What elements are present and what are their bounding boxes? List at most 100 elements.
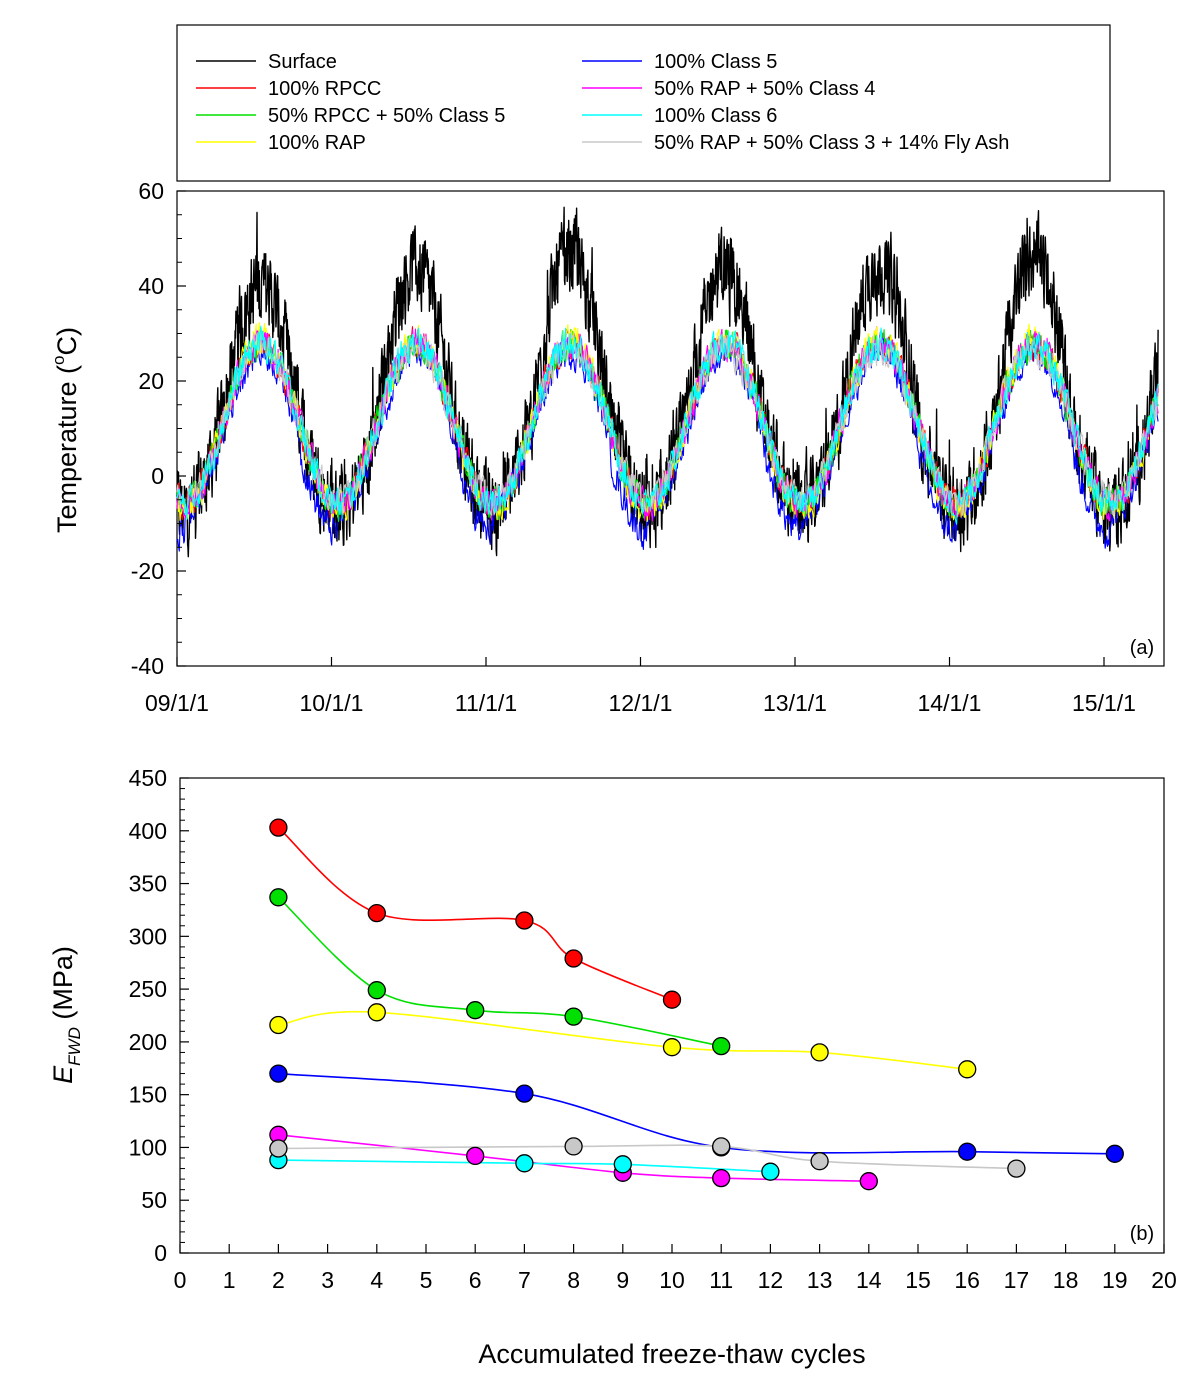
panel-b-xtick-label: 15 bbox=[905, 1267, 931, 1293]
legend-label-5: 50% RAP + 50% Class 4 bbox=[654, 78, 875, 100]
panel-a-xtick-label: 15/1/1 bbox=[1072, 690, 1136, 716]
panel-b-ytick-label: 300 bbox=[129, 923, 167, 949]
panel-a-ytick-label: 40 bbox=[138, 273, 164, 299]
panel-a-ytick-label: 60 bbox=[138, 178, 164, 204]
panel-b-point-1-0 bbox=[269, 888, 288, 907]
panel-b-point-1-3 bbox=[564, 1007, 583, 1026]
panel-b-point-3-4 bbox=[1105, 1144, 1124, 1163]
legend-label-4: 100% Class 5 bbox=[654, 51, 777, 73]
legend-label-7: 50% RAP + 50% Class 3 + 14% Fly Ash bbox=[654, 132, 1009, 154]
panel-a-ytick-label: 0 bbox=[151, 463, 164, 489]
panel-a-xtick-label: 09/1/1 bbox=[145, 690, 209, 716]
legend: Surface 100% RPCC 50% RPCC + 50% Class 5 10… bbox=[176, 24, 1111, 182]
panel-a-ytick-label: -20 bbox=[131, 558, 164, 584]
panel-b-point-5-3 bbox=[761, 1162, 780, 1181]
panel-b-xtick-label: 0 bbox=[174, 1267, 187, 1293]
panel-b-point-2-2 bbox=[662, 1038, 682, 1057]
panel-b-point-1-2 bbox=[466, 1001, 485, 1020]
panel-b-ytick-label: 400 bbox=[129, 818, 167, 844]
panel-b-xtick-label: 13 bbox=[807, 1267, 833, 1293]
panel-b-point-0-2 bbox=[515, 911, 534, 930]
panel-b-xtick-label: 4 bbox=[370, 1267, 383, 1293]
panel-b-xtick-label: 10 bbox=[659, 1267, 685, 1293]
panel-b-xtick-label: 20 bbox=[1151, 1267, 1177, 1293]
panel-b-point-4-4 bbox=[859, 1172, 878, 1191]
legend-label-3: 100% RAP bbox=[268, 132, 366, 154]
panel-b-xtick-label: 1 bbox=[223, 1267, 236, 1293]
panel-b-xtick-label: 19 bbox=[1102, 1267, 1128, 1293]
panel-b-point-4-1 bbox=[466, 1146, 485, 1166]
panel-b-point-5-2 bbox=[613, 1155, 632, 1174]
panel-b-xtick-label: 12 bbox=[758, 1267, 784, 1293]
panel-a-series-6 bbox=[176, 325, 1159, 525]
panel-b-y-axis-label: EFWD (MPa) bbox=[48, 946, 84, 1084]
panel-a-series-group bbox=[176, 206, 1159, 558]
panel-b-point-4-3 bbox=[712, 1168, 731, 1188]
panel-a-xtick-label: 12/1/1 bbox=[609, 690, 673, 716]
panel-b-point-1-4 bbox=[712, 1036, 731, 1056]
panel-b-xtick-label: 5 bbox=[420, 1267, 433, 1293]
panel-b-point-0-1 bbox=[367, 903, 386, 923]
panel-b-point-6-1 bbox=[564, 1137, 583, 1156]
panel-b-point-6-3 bbox=[810, 1152, 829, 1171]
legend-label-6: 100% Class 6 bbox=[654, 105, 777, 127]
panel-b-ytick-label: 100 bbox=[129, 1134, 167, 1160]
panel-b-point-6-4 bbox=[1007, 1159, 1026, 1178]
panel-b-xtick-label: 17 bbox=[1004, 1267, 1030, 1293]
panel-b-ytick-label: 200 bbox=[129, 1029, 167, 1055]
panel-b-xtick-label: 16 bbox=[954, 1267, 980, 1293]
panel-b-xtick-label: 8 bbox=[567, 1267, 580, 1293]
panel-b-curve-0 bbox=[277, 827, 673, 1001]
panel-b-curve-5 bbox=[278, 1159, 771, 1173]
panel-b-point-0-3 bbox=[564, 949, 583, 968]
legend-box bbox=[176, 24, 1111, 182]
panel-b-ytick-label: 350 bbox=[129, 871, 167, 897]
panel-a-temperature-chart: -40 -20 0 20 40 60 09/1/1 10/1/1 11/1/1 12/1/1 13/… bbox=[49, 178, 1165, 716]
panel-b-point-0-4 bbox=[662, 990, 682, 1009]
panel-b-label: (b) bbox=[1130, 1223, 1154, 1245]
panel-b-frame bbox=[179, 777, 1165, 1254]
legend-label-2: 50% RPCC + 50% Class 5 bbox=[268, 105, 505, 127]
panel-b-x-axis-label: Accumulated freeze-thaw cycles bbox=[478, 1339, 865, 1369]
panel-b-xtick-label: 7 bbox=[518, 1267, 531, 1293]
panel-b-curve-2 bbox=[278, 1010, 968, 1071]
panel-b-xtick-label: 18 bbox=[1053, 1267, 1079, 1293]
legend-label-0: Surface bbox=[268, 51, 337, 73]
panel-a-xtick-label: 14/1/1 bbox=[918, 690, 982, 716]
panel-b-point-3-0 bbox=[269, 1064, 288, 1083]
panel-b-xtick-label: 9 bbox=[616, 1267, 629, 1293]
panel-a-label: (a) bbox=[1130, 637, 1154, 659]
panel-b-series-group bbox=[269, 818, 1124, 1191]
panel-b-curve-3 bbox=[278, 1072, 1115, 1155]
panel-b-point-2-1 bbox=[367, 1003, 386, 1022]
panel-a-axes: -40 -20 0 20 40 60 09/1/1 10/1/1 11/1/1 12/1/1 13/… bbox=[131, 178, 1136, 716]
panel-a-ytick-label: 20 bbox=[138, 368, 164, 394]
panel-b-point-0-0 bbox=[269, 818, 288, 837]
panel-b-ytick-label: 0 bbox=[154, 1240, 167, 1266]
panel-b-point-2-4 bbox=[958, 1060, 977, 1079]
panel-b-xtick-label: 6 bbox=[469, 1267, 482, 1293]
panel-b-point-3-3 bbox=[958, 1142, 977, 1161]
panel-b-point-5-1 bbox=[515, 1154, 534, 1173]
panel-b-point-6-0 bbox=[269, 1139, 288, 1158]
panel-b-ytick-label: 150 bbox=[129, 1082, 167, 1108]
panel-b-xtick-label: 14 bbox=[856, 1267, 882, 1293]
panel-b-xtick-label: 11 bbox=[709, 1267, 733, 1293]
panel-b-curve-6 bbox=[278, 1144, 1017, 1170]
panel-b-ytick-label: 250 bbox=[129, 976, 167, 1002]
panel-b-point-1-1 bbox=[367, 981, 386, 1000]
panel-a-ytick-label: -40 bbox=[131, 653, 164, 679]
panel-b-xtick-label: 2 bbox=[272, 1267, 285, 1293]
panel-b-ytick-label: 450 bbox=[129, 765, 167, 791]
panel-b-ytick-label: 50 bbox=[141, 1187, 167, 1213]
legend-label-1: 100% RPCC bbox=[268, 78, 381, 100]
panel-b-point-2-3 bbox=[810, 1043, 829, 1062]
panel-a-xtick-label: 13/1/1 bbox=[763, 690, 827, 716]
panel-a-xtick-label: 11/1/1 bbox=[455, 690, 517, 716]
panel-a-frame bbox=[176, 190, 1165, 667]
panel-b-curve-1 bbox=[277, 896, 722, 1047]
panel-b-point-6-2 bbox=[712, 1137, 731, 1156]
panel-b-point-3-1 bbox=[515, 1084, 534, 1103]
